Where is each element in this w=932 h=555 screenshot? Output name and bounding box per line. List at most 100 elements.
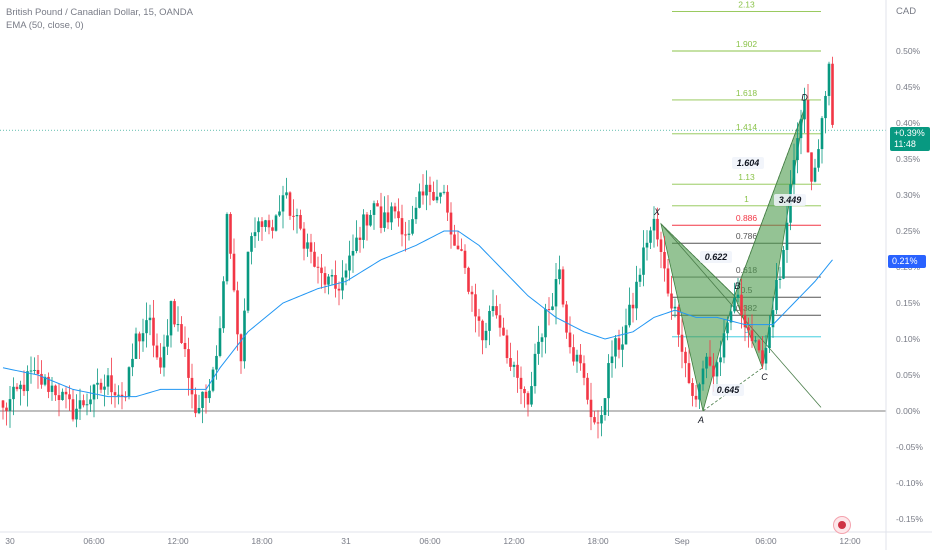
- candle-body: [586, 377, 589, 400]
- candle-body: [708, 356, 712, 366]
- fib-level-label: 2.13: [738, 0, 755, 9]
- tradingview-logo-icon[interactable]: [833, 516, 851, 534]
- pattern-point-label: D: [801, 93, 808, 103]
- candle-body: [743, 315, 747, 328]
- candle-body: [649, 230, 652, 243]
- candle-body: [796, 138, 799, 161]
- candle-body: [687, 363, 691, 383]
- candle-body: [292, 215, 295, 217]
- candle-body: [127, 367, 131, 397]
- candle-body: [113, 392, 117, 396]
- candle-body: [103, 386, 106, 390]
- candle-body: [78, 400, 82, 409]
- candle-body: [271, 227, 274, 231]
- candle-body: [267, 220, 271, 228]
- x-tick-label: 18:00: [587, 536, 609, 546]
- candle-body: [593, 417, 596, 423]
- candle-body: [715, 362, 719, 377]
- candle-body: [141, 333, 145, 342]
- candle-body: [376, 203, 379, 207]
- candle-body: [750, 330, 754, 342]
- candle-body: [432, 191, 435, 201]
- candle-body: [827, 63, 831, 96]
- candle-body: [603, 398, 607, 416]
- candle-body: [29, 370, 33, 372]
- candle-body: [600, 415, 603, 424]
- candle-body: [131, 358, 134, 368]
- x-tick-label: 12:00: [503, 536, 525, 546]
- candle-body: [148, 317, 152, 321]
- candle-body: [145, 320, 148, 334]
- candle-body: [453, 234, 456, 246]
- candle-body: [166, 335, 169, 347]
- candle-body: [477, 316, 481, 321]
- ratio-label-bg: [700, 251, 732, 263]
- candle-body: [54, 385, 57, 396]
- candle-body: [75, 408, 78, 420]
- candle-body: [201, 391, 204, 408]
- candle-body: [467, 267, 470, 292]
- candle-body: [229, 214, 232, 254]
- candle-body: [323, 273, 327, 285]
- candle-body: [260, 221, 264, 227]
- candle-body: [505, 335, 509, 359]
- candle-body: [43, 376, 47, 385]
- candle-body: [19, 384, 22, 390]
- candle-body: [824, 95, 827, 119]
- candle-body: [414, 207, 418, 220]
- candle-body: [50, 385, 54, 392]
- candle-body: [533, 353, 537, 387]
- y-tick-label: 0.15%: [896, 298, 921, 308]
- y-tick-label: -0.05%: [896, 442, 923, 452]
- candle-body: [348, 255, 351, 271]
- candle-body: [754, 340, 757, 342]
- candle-body: [561, 269, 565, 305]
- ratio-label-bg: [732, 157, 764, 169]
- y-tick-label: 0.30%: [896, 190, 921, 200]
- candle-body: [169, 301, 173, 336]
- candle-body: [33, 369, 36, 371]
- candle-body: [558, 269, 561, 280]
- bar-countdown: 11:48: [894, 139, 916, 149]
- fib-level-label: 1.414: [736, 122, 758, 132]
- candle-body: [183, 342, 187, 350]
- candle-body: [36, 369, 40, 374]
- candle-body: [358, 237, 362, 240]
- candle-body: [159, 357, 162, 368]
- pattern-ratio-label: 0.622: [705, 252, 728, 262]
- candle-body: [764, 348, 768, 364]
- candle-body: [757, 340, 761, 351]
- candle-body: [803, 100, 806, 120]
- candle-body: [495, 306, 498, 316]
- candle-body: [519, 377, 523, 390]
- candle-body: [47, 376, 50, 392]
- candle-body: [799, 119, 803, 139]
- candle-body: [12, 386, 15, 400]
- candle-body: [334, 275, 337, 289]
- candle-body: [173, 301, 176, 325]
- candle-body: [782, 249, 785, 279]
- candle-body: [99, 382, 103, 390]
- candle-body: [656, 218, 659, 240]
- ratio-label-bg: [774, 194, 806, 206]
- candle-body: [302, 228, 306, 249]
- candle-body: [281, 195, 285, 212]
- candle-body: [628, 304, 631, 326]
- candle-body: [1, 400, 5, 408]
- x-tick-label: Sep: [674, 536, 689, 546]
- candle-body: [365, 214, 369, 226]
- candle-body: [645, 242, 649, 248]
- candle-body: [677, 306, 680, 335]
- candle-body: [390, 206, 393, 223]
- pattern-point-label: B: [734, 281, 740, 291]
- indicator-title: EMA (50, close, 0): [6, 20, 84, 31]
- candle-body: [680, 334, 684, 352]
- candle-body: [362, 214, 365, 240]
- candle-body: [89, 399, 92, 405]
- candle-body: [232, 253, 236, 291]
- candle-body: [306, 242, 309, 249]
- candle-body: [134, 333, 138, 359]
- x-axis: 30 06:00 12:00 18:00 31 06:00 12:00 18:00 Sep 06:…: [0, 531, 932, 546]
